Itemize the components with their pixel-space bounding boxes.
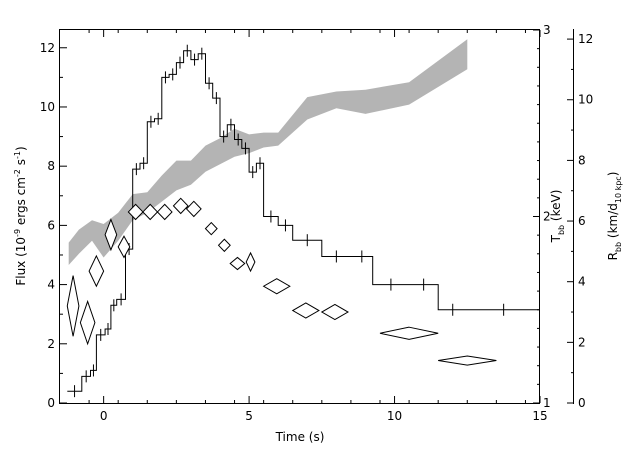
radius-diamond [229,256,246,271]
radius-diamond [185,200,202,218]
temperature-tick-label: 1 [543,396,551,410]
radius-diamond [379,326,439,340]
flux-tick-label: 4 [47,278,55,292]
radius-diamond [66,275,80,337]
radius-tick-label: 8 [578,153,586,167]
radius-diamond [142,203,159,221]
radius-tick-label: 12 [578,32,593,46]
radius-tick-label: 4 [578,275,586,289]
radius-diamond [438,355,497,366]
temperature-tick-label: 2 [543,210,551,224]
y-axis-title-radius: Rbb (km/d10 kpc) [606,172,623,261]
radius-diamond [245,251,256,273]
radius-diamond [104,218,118,252]
temperature-band [68,39,468,265]
flux-step-line [67,50,540,392]
y-axis-title-temperature: Tbb (keV) [549,190,566,244]
radius-diamond [127,203,144,221]
x-tick-label: 5 [245,409,253,423]
radius-diamond [204,221,218,236]
radius-diamond [88,254,105,288]
flux-tick-label: 6 [47,218,55,232]
y-axis-title-flux: Flux (10-9 ergs cm-2 s-1) [13,146,28,285]
temperature-tick-label: 3 [543,23,551,37]
x-tick-label: 15 [532,409,547,423]
radius-tick-label: 2 [578,335,586,349]
x-tick-label: 0 [100,409,108,423]
radius-diamond [156,203,173,221]
radius-diamond [117,235,131,259]
radius-diamond [262,278,291,295]
flux-step-layer [67,44,540,398]
radius-tick-label: 6 [578,214,586,228]
temperature-band-layer [68,39,468,265]
flux-tick-label: 12 [40,41,55,55]
flux-tick-label: 8 [47,159,55,173]
x-tick-label: 10 [387,409,402,423]
radius-diamond [172,197,189,215]
radius-tick-label: 0 [578,396,586,410]
radius-diamond [291,302,320,319]
radius-diamond-layer [66,197,497,366]
radius-tick-label: 10 [578,93,593,107]
flux-tick-label: 10 [40,100,55,114]
radius-diamond [79,299,96,346]
flux-tick-label: 2 [47,337,55,351]
x-axis-title: Time (s) [275,430,325,444]
radius-diamond [320,303,349,321]
radius-diamond [217,238,231,253]
flux-tick-label: 0 [47,396,55,410]
